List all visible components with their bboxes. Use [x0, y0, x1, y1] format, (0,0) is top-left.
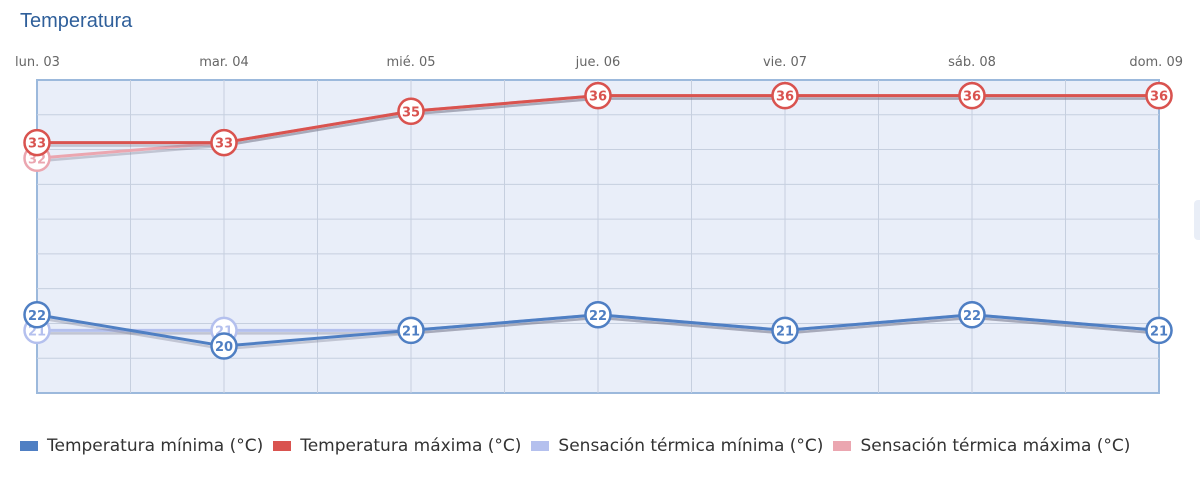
legend-item-temp-min[interactable]: Temperatura mínima (°C) — [20, 436, 263, 456]
data-label: 36 — [776, 90, 794, 105]
legend-label-feel-min: Sensación térmica mínima (°C) — [558, 436, 824, 456]
data-point[interactable]: 22 — [23, 301, 51, 329]
data-label: 36 — [589, 90, 607, 105]
data-point-marker — [584, 301, 612, 329]
x-tick-label: lun. 03 — [15, 55, 60, 70]
data-label: 21 — [402, 324, 420, 339]
legend-swatch-feel-max — [833, 441, 852, 451]
data-point[interactable]: 22 — [958, 301, 986, 329]
data-point[interactable]: 36 — [584, 81, 612, 110]
side-panel-tab[interactable] — [1194, 200, 1200, 240]
x-axis-labels: lun. 03 mar. 04 mié. 05 jue. 06 vie. 07 sáb. … — [15, 55, 1183, 70]
data-point[interactable]: 36 — [771, 81, 799, 110]
legend-swatch-temp-min — [20, 441, 38, 451]
data-point-marker — [397, 316, 425, 345]
data-point-marker — [1145, 316, 1173, 345]
x-tick-label: mar. 04 — [199, 55, 249, 70]
x-tick-label: mié. 05 — [386, 55, 435, 70]
data-point[interactable]: 33 — [210, 128, 238, 157]
x-tick-label: jue. 06 — [575, 55, 621, 70]
data-point-marker — [397, 97, 425, 126]
data-label: 22 — [963, 309, 981, 324]
legend-item-feel-min[interactable]: Sensación térmica mínima (°C) — [531, 436, 823, 456]
data-point-marker — [210, 128, 238, 157]
data-point[interactable]: 20 — [210, 332, 238, 360]
x-tick-label: sáb. 08 — [948, 55, 996, 70]
data-point[interactable]: 36 — [958, 81, 986, 110]
data-label: 21 — [776, 324, 794, 339]
data-label: 36 — [1150, 90, 1168, 105]
data-point[interactable]: 21 — [771, 316, 799, 345]
data-point-marker — [23, 301, 51, 329]
data-point-marker — [1145, 81, 1173, 110]
data-point-marker — [958, 81, 986, 110]
legend-swatch-feel-min — [531, 441, 550, 451]
data-point[interactable]: 33 — [23, 128, 51, 157]
data-label: 22 — [589, 309, 607, 324]
data-point-marker — [584, 81, 612, 110]
data-label: 36 — [963, 90, 981, 105]
series-group: 2121212221222132333536363636222021222122… — [23, 81, 1173, 360]
data-label: 33 — [28, 137, 46, 152]
data-label: 21 — [1150, 324, 1168, 339]
legend-label-feel-max: Sensación térmica máxima (°C) — [860, 436, 1131, 456]
data-point[interactable]: 36 — [1145, 81, 1173, 110]
legend-item-feel-max[interactable]: Sensación térmica máxima (°C) — [833, 436, 1130, 456]
x-tick-label: vie. 07 — [763, 55, 807, 70]
data-label: 35 — [402, 105, 420, 120]
data-label: 33 — [215, 137, 233, 152]
data-point-marker — [23, 128, 51, 157]
data-label: 22 — [28, 309, 46, 324]
data-point-marker — [210, 332, 238, 360]
legend-label-temp-min: Temperatura mínima (°C) — [47, 436, 264, 456]
chart-title: Temperatura — [20, 10, 133, 32]
x-tick-label: dom. 09 — [1129, 55, 1183, 70]
legend-item-temp-max[interactable]: Temperatura máxima (°C) — [273, 436, 521, 456]
data-point[interactable]: 22 — [584, 301, 612, 329]
data-point-marker — [958, 301, 986, 329]
data-point[interactable]: 21 — [397, 316, 425, 345]
data-point-marker — [771, 81, 799, 110]
legend-label-temp-max: Temperatura máxima (°C) — [300, 436, 522, 456]
data-label: 21 — [28, 324, 46, 339]
data-point[interactable]: 21 — [1145, 316, 1173, 345]
series-max: 33 33 35 36 36 36 36 — [23, 81, 1173, 157]
legend-swatch-temp-max — [273, 441, 292, 451]
data-label: 20 — [215, 340, 233, 355]
legend: Temperatura mínima (°C) Temperatura máxi… — [20, 436, 1140, 456]
data-point[interactable]: 35 — [397, 97, 425, 126]
data-label: 32 — [28, 152, 46, 167]
data-point-marker — [771, 316, 799, 345]
